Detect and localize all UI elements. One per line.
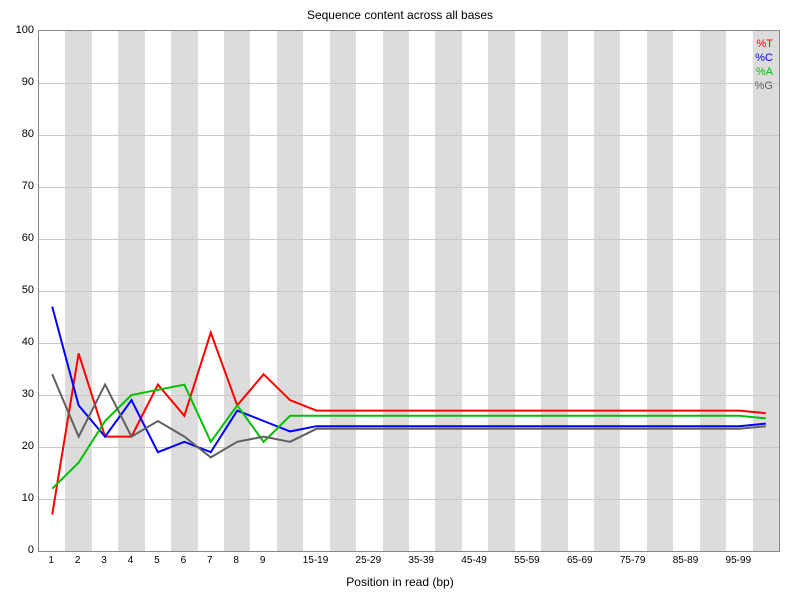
legend-item: %C — [755, 51, 773, 65]
x-tick-label: 5 — [154, 555, 160, 566]
series-pct-a — [52, 385, 766, 489]
x-tick-label: 9 — [260, 555, 266, 566]
x-tick-label: 95-99 — [726, 555, 752, 566]
y-tick-label: 40 — [4, 336, 34, 348]
x-tick-label: 4 — [128, 555, 134, 566]
x-tick-label: 6 — [181, 555, 187, 566]
x-tick-label: 65-69 — [567, 555, 593, 566]
y-tick-label: 50 — [4, 284, 34, 296]
legend-item: %A — [755, 65, 773, 79]
y-tick-label: 10 — [4, 492, 34, 504]
x-tick-label: 8 — [233, 555, 239, 566]
x-axis-label: Position in read (bp) — [0, 575, 800, 589]
x-tick-label: 45-49 — [461, 555, 487, 566]
legend-item: %G — [755, 79, 773, 93]
y-tick-label: 60 — [4, 232, 34, 244]
legend: %T%C%A%G — [755, 37, 773, 93]
x-tick-label: 3 — [101, 555, 107, 566]
y-tick-label: 30 — [4, 388, 34, 400]
chart-title: Sequence content across all bases — [0, 8, 800, 22]
x-tick-label: 7 — [207, 555, 213, 566]
x-tick-label: 35-39 — [408, 555, 434, 566]
y-tick-label: 20 — [4, 440, 34, 452]
x-tick-label: 75-79 — [620, 555, 646, 566]
plot-area: %T%C%A%G — [38, 30, 780, 552]
y-tick-label: 0 — [4, 544, 34, 556]
y-tick-label: 90 — [4, 76, 34, 88]
y-tick-label: 100 — [4, 24, 34, 36]
x-tick-label: 55-59 — [514, 555, 540, 566]
series-pct-c — [52, 307, 766, 453]
x-tick-label: 85-89 — [673, 555, 699, 566]
x-tick-label: 2 — [75, 555, 81, 566]
x-tick-label: 25-29 — [356, 555, 382, 566]
y-tick-label: 80 — [4, 128, 34, 140]
line-layer — [39, 31, 779, 551]
y-tick-label: 70 — [4, 180, 34, 192]
x-tick-label: 15-19 — [303, 555, 329, 566]
x-tick-label: 1 — [48, 555, 54, 566]
legend-item: %T — [755, 37, 773, 51]
series-pct-t — [52, 333, 766, 515]
